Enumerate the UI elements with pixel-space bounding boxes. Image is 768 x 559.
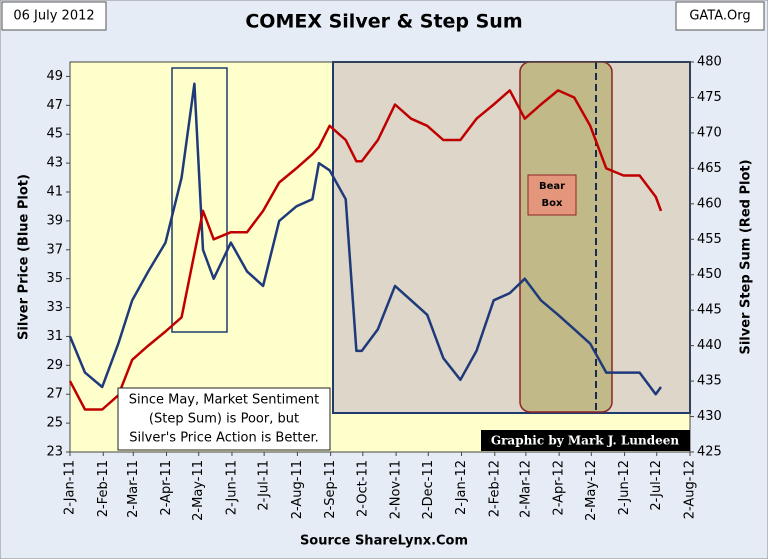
credit-box bbox=[481, 430, 690, 451]
y-tick-label: 41 bbox=[46, 185, 63, 200]
y-tick-label: 33 bbox=[46, 300, 63, 315]
credit: Graphic by Mark J. Lundeen bbox=[491, 434, 680, 448]
x-axis-label: Source ShareLynx.Com bbox=[300, 534, 468, 549]
date-label: 06 July 2012 bbox=[13, 9, 94, 24]
note-line: Since May, Market Sentiment bbox=[129, 393, 320, 408]
series-line bbox=[68, 82, 663, 396]
x-tick-label: 2-Oct-11 bbox=[355, 460, 370, 517]
y2-tick-label: 480 bbox=[697, 55, 722, 70]
y-tick-label: 25 bbox=[46, 416, 63, 431]
bear-box-label-box bbox=[527, 174, 577, 216]
y-tick-label: 49 bbox=[46, 69, 63, 84]
source-label: GATA.Org bbox=[689, 9, 750, 24]
y-tick-label: 43 bbox=[46, 156, 63, 171]
x-tick-label: 2-Mar-11 bbox=[126, 460, 141, 518]
x-tick-label: 2-May-11 bbox=[191, 460, 206, 521]
x-tick-label: 2-Aug-11 bbox=[290, 460, 305, 519]
spike-box bbox=[171, 67, 228, 333]
y2-tick-label: 435 bbox=[697, 374, 722, 389]
y2-tick-label: 460 bbox=[697, 196, 722, 211]
series-line bbox=[68, 89, 663, 411]
x-tick-label: 2-Jun-11 bbox=[224, 460, 239, 515]
x-tick-label: 2-Apr-12 bbox=[552, 460, 567, 516]
y2-axis-label: Silver Step Sum (Red Plot) bbox=[739, 159, 754, 354]
x-tick-label: 2-Apr-11 bbox=[159, 460, 174, 516]
x-tick-label: 2-May-12 bbox=[584, 460, 599, 521]
x-tick-label: 2-Jul-11 bbox=[257, 460, 272, 511]
bear-box-label: Box bbox=[542, 198, 563, 209]
x-tick-label: 2-Sep-11 bbox=[323, 460, 338, 519]
x-tick-label: 2-Jan-11 bbox=[63, 460, 78, 515]
x-tick-label: 2-Nov-11 bbox=[389, 460, 404, 519]
y-tick-label: 37 bbox=[46, 242, 63, 257]
y-tick-label: 27 bbox=[46, 387, 63, 402]
y-tick-label: 47 bbox=[46, 98, 63, 113]
x-tick-label: 2-Feb-11 bbox=[96, 460, 111, 517]
x-tick-label: 2-Dec-11 bbox=[421, 460, 436, 519]
x-tick-label: 2-Mar-12 bbox=[518, 460, 533, 518]
y2-tick-label: 425 bbox=[697, 445, 722, 460]
x-tick-label: 2-Aug-12 bbox=[683, 460, 698, 519]
note-line: Silver's Price Action is Better. bbox=[129, 431, 319, 446]
y-tick-label: 39 bbox=[46, 213, 63, 228]
y2-tick-label: 430 bbox=[697, 409, 722, 424]
y2-tick-label: 450 bbox=[697, 267, 722, 282]
source-box bbox=[675, 1, 765, 31]
y-tick-label: 29 bbox=[46, 358, 63, 373]
y2-tick-label: 475 bbox=[697, 90, 722, 105]
y2-tick-label: 445 bbox=[697, 303, 722, 318]
note-line: (Step Sum) is Poor, but bbox=[149, 412, 299, 427]
y-tick-label: 45 bbox=[46, 127, 63, 142]
x-tick-label: 2-Jul-12 bbox=[649, 460, 664, 511]
y-axis-label: Silver Price (Blue Plot) bbox=[17, 174, 32, 340]
y-tick-label: 31 bbox=[46, 329, 63, 344]
y2-tick-label: 470 bbox=[697, 125, 722, 140]
y-tick-label: 35 bbox=[46, 271, 63, 286]
y2-tick-label: 465 bbox=[697, 161, 722, 176]
x-tick-label: 2-Jun-12 bbox=[617, 460, 632, 515]
grey-region bbox=[332, 61, 691, 414]
y2-tick-label: 440 bbox=[697, 338, 722, 353]
x-tick-label: 2-Feb-12 bbox=[487, 460, 502, 517]
y-tick-label: 23 bbox=[46, 445, 63, 460]
plot-border bbox=[69, 61, 691, 453]
chart-title: COMEX Silver & Step Sum bbox=[245, 11, 522, 33]
bear-box-label: Bear bbox=[539, 181, 565, 192]
note-box bbox=[117, 387, 331, 451]
y2-tick-label: 455 bbox=[697, 232, 722, 247]
date-box bbox=[1, 1, 107, 31]
x-tick-label: 2-Jan-12 bbox=[454, 460, 469, 515]
